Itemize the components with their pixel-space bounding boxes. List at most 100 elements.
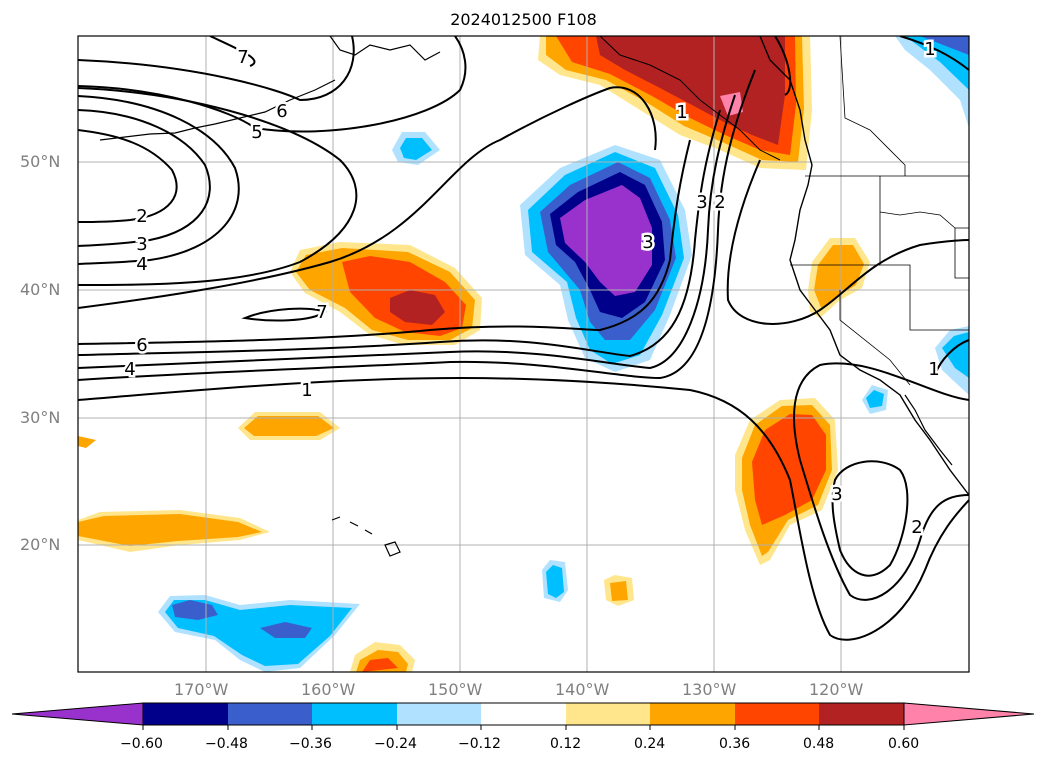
contour-labels: 7 6 5 2 3 4 7 6 4 1 3 2 1 3 2 1 1 3: [122, 37, 942, 541]
contour-label: 6: [136, 335, 147, 356]
lat-label-50n: 50°N: [20, 152, 61, 171]
colorbar-segment: [819, 703, 904, 725]
contour-label: 3: [831, 484, 842, 505]
colorbar-segment: [312, 703, 397, 725]
contour-line-6-south: [78, 139, 691, 345]
contour-label: 7: [237, 47, 248, 68]
lon-label-170w: 170°W: [174, 680, 229, 699]
lon-label-130w: 130°W: [682, 680, 737, 699]
lat-label-30n: 30°N: [20, 408, 61, 427]
colorbar-tick-label: 0.24: [634, 736, 666, 752]
coastline-aleutian-islands: [99, 79, 336, 141]
colorbar-tick-label: −0.60: [120, 736, 163, 752]
contour-label: 4: [124, 359, 135, 380]
contour-line-6-north: [78, 36, 355, 102]
anomaly-positive-small-bar-orange: [244, 416, 334, 436]
lon-label-160w: 160°W: [301, 680, 356, 699]
colorbar-min-arrow: [11, 702, 144, 726]
lon-label-150w: 150°W: [428, 680, 483, 699]
contour-label: 3: [696, 192, 707, 213]
anomaly-positive-small-south-2-orange: [610, 581, 628, 601]
colorbar-segment: [650, 703, 735, 725]
coastline-north-america: [759, 36, 969, 496]
colorbar-tick-label: 0.12: [550, 736, 582, 752]
lat-label-40n: 40°N: [20, 280, 61, 299]
colorbar-tick-label: 0.60: [888, 736, 920, 752]
contour-line-2-southeast: [793, 362, 969, 601]
contour-label: 3: [642, 232, 653, 253]
colorbar-segment: [481, 703, 566, 725]
colorbar: [11, 702, 1035, 730]
contour-label: 5: [251, 122, 262, 143]
contour-line-closed-1: [78, 129, 178, 223]
anomaly-negative-mexico-cyan: [866, 390, 884, 408]
colorbar-tick-label: 0.36: [719, 736, 751, 752]
coastline-hawaii: [331, 516, 401, 557]
colorbar-tick-label: 0.48: [803, 736, 835, 752]
border-state-line-4: [839, 290, 911, 386]
contour-label: 1: [924, 39, 935, 60]
contour-label: 2: [911, 517, 922, 538]
contour-line-7-small: [241, 307, 328, 322]
lat-label-20n: 20°N: [20, 535, 61, 554]
colorbar-segment: [735, 703, 819, 725]
anomaly-negative-small-south-cyan: [546, 565, 564, 598]
contour-line-3-south: [78, 69, 756, 381]
border-state-line-5: [954, 227, 969, 279]
contour-line-closed-3: [78, 95, 240, 265]
lon-label-140w: 140°W: [555, 680, 610, 699]
contours: [78, 36, 969, 641]
colorbar-tick-label: −0.36: [289, 736, 332, 752]
coastline-bc-inlets: [599, 36, 781, 161]
contour-line-5-north: [78, 36, 467, 133]
coastlines: [99, 36, 969, 557]
contour-line-4-south: [78, 94, 736, 370]
border-state-line-6: [879, 211, 956, 229]
contour-line-1-south: [78, 376, 969, 641]
border-state-line-1: [839, 36, 906, 176]
colorbar-segment: [397, 703, 481, 725]
anomaly-negative-small-north-cyan: [400, 138, 432, 160]
colorbar-max-arrow: [903, 702, 1035, 726]
contour-label: 2: [136, 206, 147, 227]
contour-label: 3: [136, 234, 147, 255]
contour-line-closed-4: [78, 87, 358, 286]
anomaly-negative-central-purple: [560, 185, 652, 296]
contour-label: 2: [714, 192, 725, 213]
contour-line-2-east: [726, 159, 969, 325]
contour-line-1-nw-coast: [774, 36, 792, 96]
colorbar-segment: [566, 703, 650, 725]
coastline-alaska-islands: [329, 36, 441, 61]
map-frame: [77, 35, 970, 673]
contour-line-5-south: [78, 109, 721, 358]
coastline-baja-california: [904, 394, 953, 466]
contour-label: 1: [301, 380, 312, 401]
anomaly-positive-band-20n-orange: [78, 514, 262, 546]
contour-line-7-north: [209, 36, 256, 67]
contour-line-closed-2: [78, 109, 211, 247]
colorbar-frame: [142, 702, 905, 726]
anomaly-negative-ne-corner-cyan: [905, 36, 969, 90]
contour-line-1-ne-corner: [899, 36, 969, 71]
contour-label: 1: [928, 359, 939, 380]
contour-line-large-ridge: [78, 86, 657, 309]
anomaly-positive-left-edge: [78, 436, 96, 448]
map-title: 2024012500 F108: [450, 10, 597, 29]
colorbar-tick-label: −0.48: [205, 736, 248, 752]
contour-label: 1: [676, 102, 687, 123]
contour-label: 4: [136, 254, 147, 275]
colorbar-segment: [143, 703, 228, 725]
border-state-line-2: [879, 176, 969, 331]
anomaly-positive-south-small-red: [362, 658, 398, 672]
lon-label-120w: 120°W: [809, 680, 864, 699]
contour-line-3-southeast: [831, 460, 909, 577]
anomaly-positive-california-orange: [814, 245, 864, 310]
anomaly-positive-central-firebrick: [390, 290, 445, 325]
contour-label: 7: [316, 302, 327, 323]
anomaly-negative-ne-corner-blue: [920, 36, 969, 55]
anomaly-negative-southwest-blue-2: [260, 622, 312, 638]
colorbar-segment: [228, 703, 312, 725]
contour-line-1-east: [934, 339, 969, 376]
contour-label: 6: [276, 101, 287, 122]
